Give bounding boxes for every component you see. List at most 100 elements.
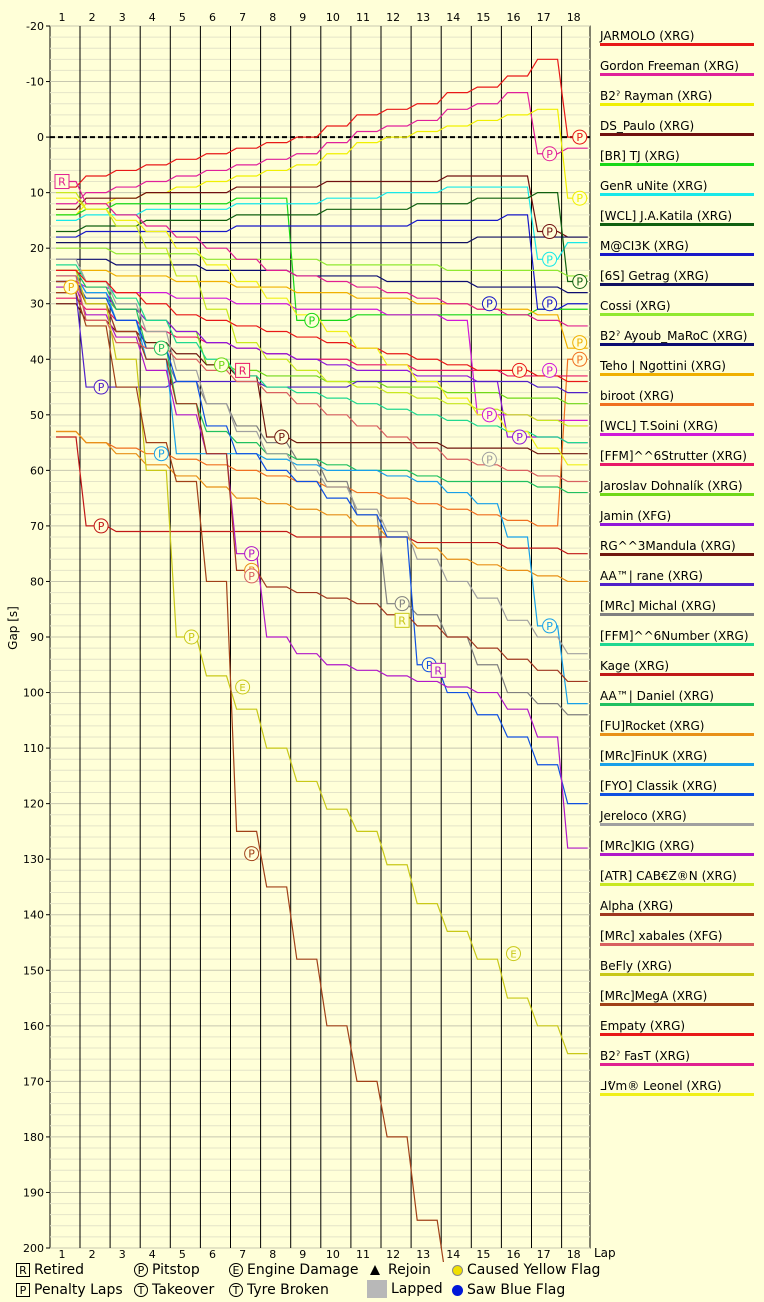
series-line — [56, 292, 588, 394]
pitstop-marker-circle — [153, 446, 169, 462]
legend-item: [6S] Getrag (XRG) — [598, 266, 756, 296]
key-pitstop-label: Pitstop — [152, 1262, 200, 1278]
legend-swatch — [600, 703, 754, 706]
y-tick-label: 10 — [30, 187, 44, 200]
gap-chart: -20-100102030405060708090100110120130140… — [6, 11, 616, 1262]
legend-swatch — [600, 193, 754, 196]
key-blue-flag: Saw Blue Flag — [452, 1282, 565, 1298]
series-line — [56, 192, 588, 283]
pitstop-marker-glyph: P — [399, 598, 406, 611]
y-tick-label: 150 — [23, 964, 44, 977]
retired-marker-box — [394, 612, 410, 628]
pitstop-marker-circle — [572, 129, 588, 145]
event-marker-pitstop: P — [481, 451, 497, 467]
pitstop-marker-circle — [542, 618, 558, 634]
pitstop-marker-glyph: P — [248, 548, 255, 561]
y-tick-label: 70 — [30, 520, 44, 533]
retired-marker-glyph: R — [398, 614, 406, 627]
x-tick-label: 16 — [507, 1248, 521, 1261]
series-line — [56, 247, 588, 277]
legend-label: [WCL] T.Soini (XRG) — [600, 419, 719, 433]
legend-item: [BR] TJ (XRG) — [598, 146, 756, 176]
legend-item: [MRc]KIG (XRG) — [598, 836, 756, 866]
x-tick-label: 7 — [239, 1248, 246, 1261]
x-axis-ticks-top: 1 2 3 4 5 6 7 8 9 10 11 12 13 14 15 16 17 18 — [59, 11, 581, 24]
series-line — [56, 280, 588, 683]
legend-item: Cossi (XRG) — [598, 296, 756, 326]
key-rejoin-label: Rejoin — [388, 1262, 431, 1278]
event-key: R Retired P Pitstop E Engine Damage Rejo… — [0, 1262, 764, 1302]
event-marker-pitstop: P — [542, 362, 558, 378]
series-line — [56, 58, 588, 188]
x-tick-label: 9 — [299, 11, 306, 24]
y-tick-label: 170 — [23, 1075, 44, 1088]
legend-swatch — [600, 163, 754, 166]
tyre-broken-icon: T — [229, 1283, 243, 1297]
legend-swatch — [600, 493, 754, 496]
x-tick-label: 4 — [149, 1248, 156, 1261]
pitstop-marker-circle — [481, 407, 497, 423]
legend-item: [MRc]MegA (XRG) — [598, 986, 756, 1016]
key-yellow-flag: Caused Yellow Flag — [452, 1262, 600, 1278]
legend-item: [FFM]^^6Strutter (XRG) — [598, 446, 756, 476]
legend-label: [WCL] J.A.Katila (XRG) — [600, 209, 733, 223]
legend-swatch — [600, 853, 754, 856]
legend-label: Kage (XRG) — [600, 659, 670, 673]
pitstop-marker-glyph: P — [576, 353, 583, 366]
legend-swatch — [600, 793, 754, 796]
pitstop-marker-circle — [244, 568, 260, 584]
pitstop-marker-circle — [244, 546, 260, 562]
x-tick-label: 7 — [239, 11, 246, 24]
legend-label: ᒧᕓm® Leonel (XRG) — [600, 1079, 722, 1093]
pitstop-marker-circle — [572, 274, 588, 290]
legend-item: [ATR] CAB€Z®N (XRG) — [598, 866, 756, 896]
event-marker-pitstop: P — [542, 224, 558, 240]
event-marker-pitstop: P — [244, 846, 260, 862]
key-lapped-label: Lapped — [391, 1281, 443, 1297]
pitstop-marker-circle — [214, 357, 230, 373]
engine-marker-glyph: E — [510, 950, 516, 961]
event-marker-pitstop: P — [512, 362, 528, 378]
retired-marker-glyph: R — [239, 364, 247, 377]
key-engine-label: Engine Damage — [247, 1262, 359, 1278]
legend-label: [ATR] CAB€Z®N (XRG) — [600, 869, 737, 883]
legend-label: [FFM]^^6Number (XRG) — [600, 629, 749, 643]
pitstop-marker-circle — [542, 224, 558, 240]
pitstop-marker-glyph: P — [486, 453, 493, 466]
series-line — [56, 264, 588, 444]
x-tick-label: 6 — [209, 11, 216, 24]
x-tick-label: 12 — [386, 11, 400, 24]
pitstop-marker-glyph: P — [218, 359, 225, 372]
pitstop-marker-glyph: P — [576, 276, 583, 289]
series-line — [56, 214, 588, 310]
y-tick-label: 190 — [23, 1186, 44, 1199]
y-tick-label: 20 — [30, 242, 44, 255]
legend-label: AA™| rane (XRG) — [600, 569, 703, 583]
legend-label: B2ˀ Rayman (XRG) — [600, 89, 713, 103]
series-line — [56, 292, 445, 1262]
legend-swatch — [600, 823, 754, 826]
event-marker-pitstop: P — [512, 429, 528, 445]
pitstop-marker-circle — [512, 429, 528, 445]
legend-label: Gordon Freeman (XRG) — [600, 59, 739, 73]
legend-label: [MRc]MegA (XRG) — [600, 989, 708, 1003]
penalty-icon: P — [16, 1283, 30, 1297]
x-tick-label: 5 — [179, 11, 186, 24]
pitstop-marker-glyph: P — [248, 848, 255, 861]
legend-item: B2ˀ Ayoub_MaRoC (XRG) — [598, 326, 756, 356]
pitstop-marker-glyph: P — [576, 192, 583, 205]
series-line — [56, 197, 588, 321]
series-line — [56, 236, 588, 244]
legend-item: Teho | Ngottini (XRG) — [598, 356, 756, 386]
legend-label: Cossi (XRG) — [600, 299, 671, 313]
event-marker-pitstop: P — [572, 351, 588, 367]
y-tick-label: 140 — [23, 909, 44, 922]
y-tick-label: 0 — [37, 131, 44, 144]
x-tick-label: 6 — [209, 1248, 216, 1261]
legend-swatch — [600, 733, 754, 736]
key-takeover: T Takeover — [134, 1282, 214, 1298]
series-line — [56, 269, 588, 494]
legend-label: [6S] Getrag (XRG) — [600, 269, 709, 283]
series-line — [56, 430, 588, 583]
key-tyre-label: Tyre Broken — [247, 1282, 329, 1298]
